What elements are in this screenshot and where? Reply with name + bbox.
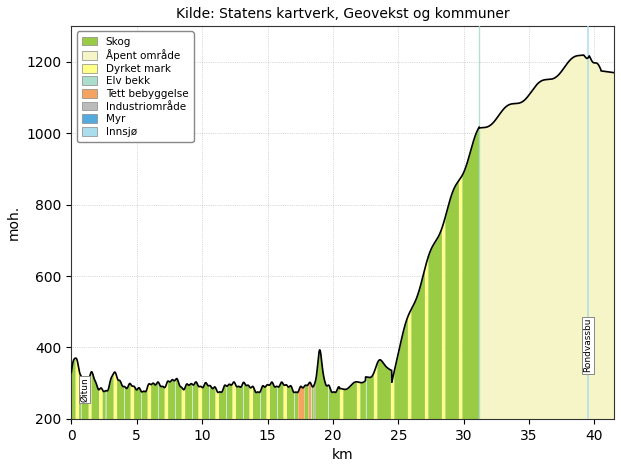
- Text: Øitun: Øitun: [80, 377, 89, 401]
- Y-axis label: moh.: moh.: [7, 205, 21, 240]
- Title: Kilde: Statens kartverk, Geovekst og kommuner: Kilde: Statens kartverk, Geovekst og kom…: [176, 7, 509, 21]
- X-axis label: km: km: [332, 448, 353, 462]
- Text: Rondvassbu: Rondvassbu: [583, 318, 592, 372]
- Legend: Skog, Åpent område, Dyrket mark, Elv bekk, Tett bebyggelse, Industriområde, Myr,: Skog, Åpent område, Dyrket mark, Elv bek…: [76, 31, 194, 142]
